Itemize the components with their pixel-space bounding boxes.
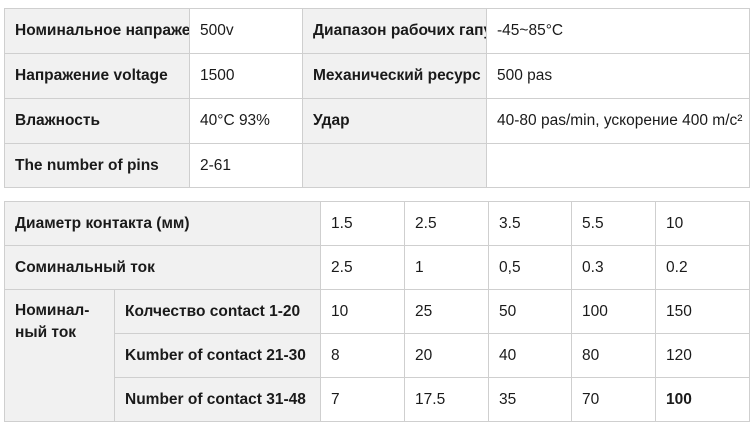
diameter-cell: 10	[655, 201, 750, 246]
spec-label: Напражение voltage	[4, 53, 190, 99]
spec-value: 1500	[189, 53, 303, 99]
current-cell: 120	[655, 333, 750, 378]
spec-row: The number of pins 2-61	[4, 143, 750, 188]
current-cell: 80	[571, 333, 657, 378]
diameter-cell: 2.5	[404, 201, 490, 246]
group-row: Kumber of contact 21-30 8 20 40 80 120	[5, 333, 750, 378]
current-cell: 40	[488, 333, 573, 378]
current-cell: 0.3	[571, 245, 657, 290]
diameter-cell: 1.5	[320, 201, 406, 246]
spec-value: 500 pas	[486, 53, 750, 99]
spec-label: Номинальное напражение	[4, 8, 190, 54]
diameter-cell: 3.5	[488, 201, 573, 246]
spec-label	[302, 143, 487, 188]
spec-value: 40°C 93%	[189, 98, 303, 144]
group-label-line2: ный ток	[15, 324, 77, 341]
current-cell: 17.5	[404, 377, 490, 422]
diameter-cell: 5.5	[571, 201, 657, 246]
group-label-line1: Номинал-	[15, 302, 90, 319]
diameter-label: Диаметр контакта (мм)	[3, 201, 322, 246]
diameter-row: Диаметр контакта (мм) 1.5 2.5 3.5 5.5 10	[3, 201, 750, 246]
current-cell: 1	[404, 245, 490, 290]
current-cell: 7	[320, 377, 406, 422]
spec-value: 40-80 pas/min, ускорение 400 m/c²	[486, 98, 750, 144]
spec-row: Влажность 40°C 93% Удар 40-80 pas/min, у…	[4, 98, 750, 144]
group-row-label: Number of contact 31-48	[113, 377, 322, 422]
spec-table: Номинальное напражение 500v Диапазон раб…	[4, 8, 750, 188]
current-cell: 8	[320, 333, 406, 378]
nominal-current-label: Соминальный ток	[3, 245, 322, 290]
current-cell: 100	[655, 377, 750, 422]
spec-value: 2-61	[189, 143, 303, 188]
current-cell: 20	[404, 333, 490, 378]
current-cell: 0,5	[488, 245, 573, 290]
group-row-label: Колчество contact 1-20	[113, 289, 322, 334]
current-cell: 35	[488, 377, 573, 422]
spec-label: Диапазон рабочих гапур	[302, 8, 487, 54]
spec-value: 500v	[189, 8, 303, 54]
spec-label: Механический ресурс	[302, 53, 487, 99]
current-table: Диаметр контакта (мм) 1.5 2.5 3.5 5.5 10…	[3, 201, 750, 422]
spec-row: Напражение voltage 1500 Механический рес…	[4, 53, 750, 99]
current-cell: 2.5	[320, 245, 406, 290]
nominal-current-row: Соминальный ток 2.5 1 0,5 0.3 0.2	[3, 245, 750, 290]
current-cell: 0.2	[655, 245, 750, 290]
current-cell: 25	[404, 289, 490, 334]
spec-label: The number of pins	[4, 143, 190, 188]
current-cell: 10	[320, 289, 406, 334]
current-cell: 100	[571, 289, 657, 334]
spec-label: Влажность	[4, 98, 190, 144]
current-cell: 150	[655, 289, 750, 334]
spec-row: Номинальное напражение 500v Диапазон раб…	[4, 8, 750, 54]
group-label: Номинал- ный ток	[4, 289, 115, 422]
group-row: Номинал- ный ток Колчество contact 1-20 …	[4, 289, 750, 422]
group-row: Number of contact 31-48 7 17.5 35 70 100	[5, 377, 750, 422]
spec-value	[486, 143, 750, 188]
spec-value: -45~85°C	[486, 8, 750, 54]
current-cell: 50	[488, 289, 573, 334]
group-row-label: Kumber of contact 21-30	[113, 333, 322, 378]
spec-label: Удар	[302, 98, 487, 144]
current-cell: 70	[571, 377, 657, 422]
